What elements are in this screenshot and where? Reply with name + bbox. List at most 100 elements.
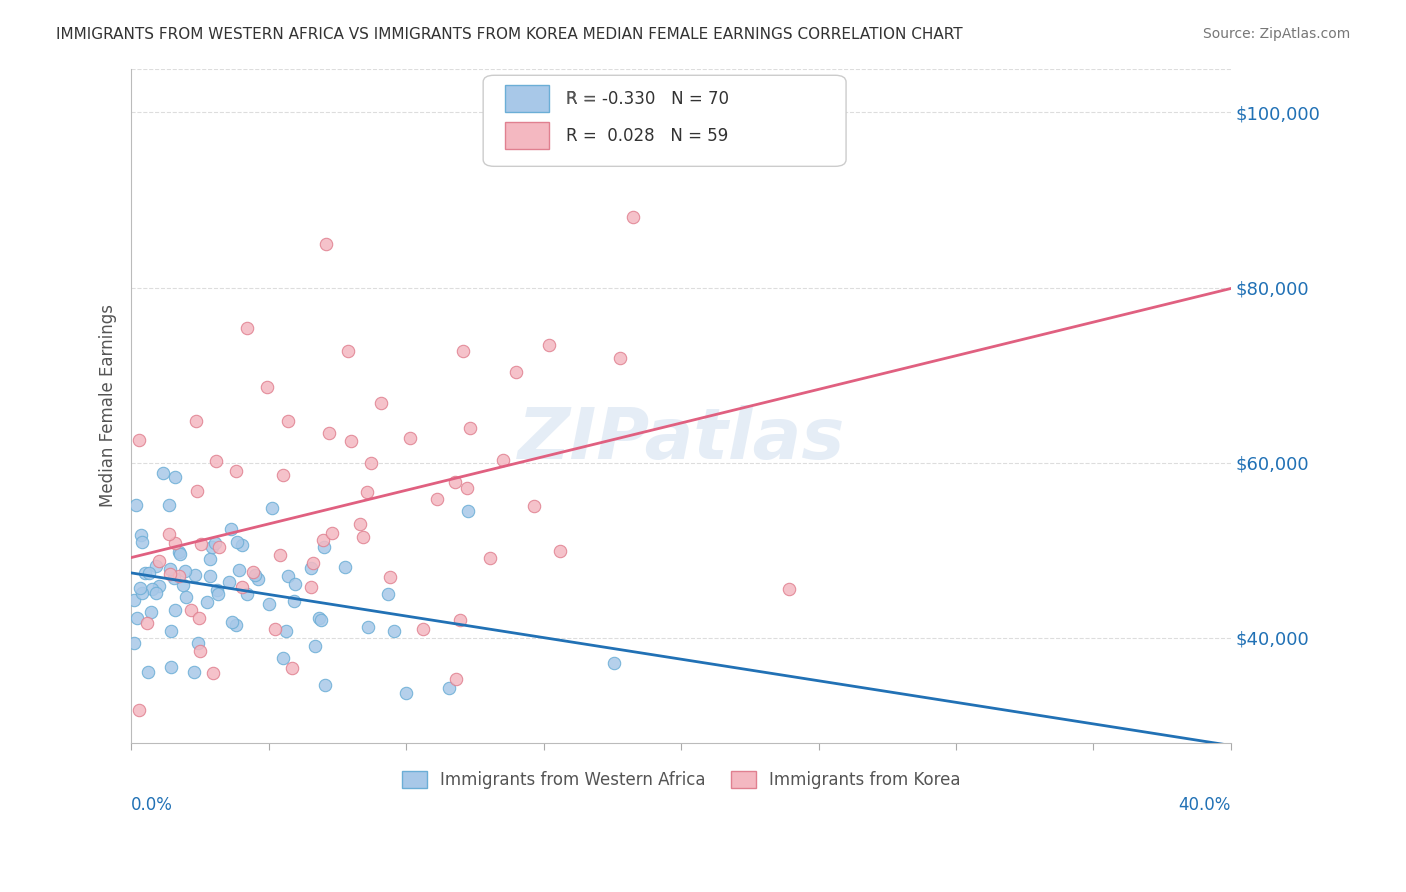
Point (460, 420, 482, 434)
Point (360, 456, 382, 470)
Point (523, 500, 546, 514)
Point (159, 660, 181, 674)
Point (162, 571, 184, 585)
Point (256, 380, 278, 394)
Point (399, 431, 422, 445)
Point (124, 498, 146, 512)
Point (128, 433, 150, 447)
Point (609, 351, 631, 365)
Point (778, 582, 800, 596)
Point (200, 569, 222, 583)
Point (349, 517, 371, 532)
Point (207, 583, 229, 598)
Point (621, 211, 644, 225)
Point (309, 613, 332, 627)
Point (260, 500, 283, 515)
Point (449, 613, 471, 627)
Point (139, 605, 162, 619)
Point (269, 548, 291, 562)
Point (190, 537, 212, 551)
Text: R = -0.330   N = 70: R = -0.330 N = 70 (565, 90, 728, 108)
Point (202, 666, 225, 681)
Point (173, 565, 195, 579)
Point (148, 554, 170, 568)
Point (184, 568, 207, 582)
Point (157, 498, 180, 512)
Point (228, 563, 250, 577)
Point (125, 610, 148, 624)
Point (135, 615, 157, 630)
Point (163, 470, 186, 484)
Point (167, 545, 190, 559)
Point (318, 425, 340, 440)
Point (264, 622, 287, 636)
Point (186, 483, 208, 498)
Point (356, 485, 378, 500)
Point (160, 624, 183, 639)
Point (231, 538, 253, 552)
Point (426, 492, 449, 507)
Point (165, 603, 187, 617)
Legend: Immigrants from Western Africa, Immigrants from Korea: Immigrants from Western Africa, Immigran… (395, 764, 967, 796)
Point (315, 236, 337, 251)
Point (271, 468, 294, 483)
Point (187, 611, 209, 625)
Point (198, 552, 221, 566)
Point (129, 581, 152, 595)
Point (145, 585, 167, 599)
Point (257, 597, 280, 611)
Point (159, 562, 181, 576)
Point (299, 580, 322, 594)
Point (207, 587, 229, 601)
Point (312, 540, 335, 554)
Point (218, 574, 240, 589)
Text: IMMIGRANTS FROM WESTERN AFRICA VS IMMIGRANTS FROM KOREA MEDIAN FEMALE EARNINGS C: IMMIGRANTS FROM WESTERN AFRICA VS IMMIGR… (56, 27, 963, 42)
Bar (505, 122, 550, 150)
Point (301, 557, 323, 571)
Point (333, 559, 356, 574)
Point (271, 651, 294, 665)
Point (321, 525, 343, 540)
Point (131, 586, 153, 600)
Point (492, 453, 515, 467)
Point (128, 702, 150, 716)
Point (242, 565, 264, 579)
Point (281, 660, 304, 674)
Point (201, 540, 224, 554)
Point (304, 639, 326, 653)
Point (169, 547, 191, 561)
Point (225, 464, 247, 478)
Point (134, 566, 156, 581)
Point (537, 337, 560, 351)
Point (184, 414, 207, 428)
Point (478, 551, 501, 566)
Point (167, 569, 190, 583)
Point (225, 617, 247, 632)
Point (277, 414, 299, 428)
Point (122, 636, 145, 650)
Point (378, 570, 401, 584)
Point (138, 566, 160, 580)
Bar (505, 86, 550, 112)
Text: Source: ZipAtlas.com: Source: ZipAtlas.com (1202, 27, 1350, 41)
Point (548, 543, 571, 558)
Point (308, 611, 330, 625)
Point (243, 568, 266, 582)
Point (231, 581, 253, 595)
Point (159, 566, 181, 581)
Point (451, 343, 474, 358)
Text: 40.0%: 40.0% (1178, 796, 1232, 814)
Point (131, 527, 153, 541)
Point (312, 533, 335, 548)
Y-axis label: Median Female Earnings: Median Female Earnings (100, 304, 117, 508)
Text: R =  0.028   N = 59: R = 0.028 N = 59 (565, 127, 728, 145)
Point (505, 365, 527, 379)
Text: 0.0%: 0.0% (131, 796, 173, 814)
Point (457, 504, 479, 518)
Point (352, 530, 374, 544)
Point (377, 587, 399, 601)
Point (299, 561, 322, 575)
Point (221, 522, 243, 536)
Point (174, 591, 197, 605)
Point (172, 578, 194, 592)
